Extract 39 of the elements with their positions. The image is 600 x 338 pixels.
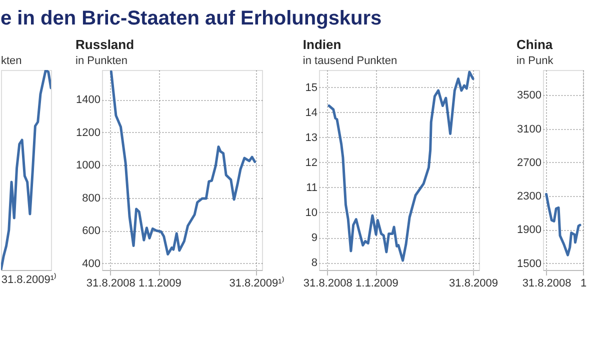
chart-title: Indien	[302, 37, 342, 52]
y-tick-label: 8	[311, 257, 318, 269]
chart-title: China	[516, 37, 554, 52]
y-tick-label: 3100	[517, 123, 542, 136]
y-tick-label: 13	[305, 132, 318, 144]
x-tick-label: 1.1.2009	[356, 278, 398, 290]
y-tick-label: 400	[82, 258, 100, 270]
y-tick-label: 1500	[517, 258, 542, 270]
chart-subtitle: in Punkten	[76, 55, 128, 67]
y-tick-label: 10	[305, 207, 318, 219]
x-tick-label: 1.1.2009	[138, 278, 182, 290]
chart-subtitle: in tausend Punkten	[302, 55, 398, 67]
chart-subtitle: kten	[1, 55, 22, 67]
y-tick-label: 1200	[76, 126, 100, 139]
line-series	[328, 70, 474, 262]
x-tick-label: 1	[580, 278, 587, 290]
y-tick-label: 1400	[76, 94, 100, 106]
y-tick-label: 1000	[76, 160, 100, 172]
y-tick-label: 800	[82, 192, 100, 204]
y-tick-label: 12	[305, 157, 318, 169]
chart-title: Russland	[76, 37, 134, 52]
x-tick-label: 31.8.2008	[522, 278, 572, 290]
y-tick-label: 9	[311, 232, 318, 244]
y-tick-label: 600	[82, 225, 100, 238]
chart-subtitle: in Punk	[516, 55, 554, 67]
line-series	[110, 70, 256, 256]
y-tick-label: 15	[305, 82, 318, 94]
x-tick-label: 31.8.2008	[303, 278, 352, 290]
x-tick-label: 31.8.2009	[449, 278, 498, 290]
y-tick-label: 1900	[517, 224, 542, 236]
x-tick-label: 31.8.2009¹⁾	[229, 276, 284, 290]
y-tick-label: 14	[305, 107, 318, 119]
line-series	[545, 192, 582, 256]
text: e in den Bric-Staaten auf Erholungskurs	[0, 8, 382, 30]
x-tick-label: 31.8.2008	[86, 278, 136, 290]
y-tick-label: 11	[306, 182, 318, 194]
y-tick-label: 2300	[517, 190, 542, 203]
y-tick-label: 3500	[517, 90, 542, 102]
y-tick-label: 2700	[517, 156, 542, 169]
